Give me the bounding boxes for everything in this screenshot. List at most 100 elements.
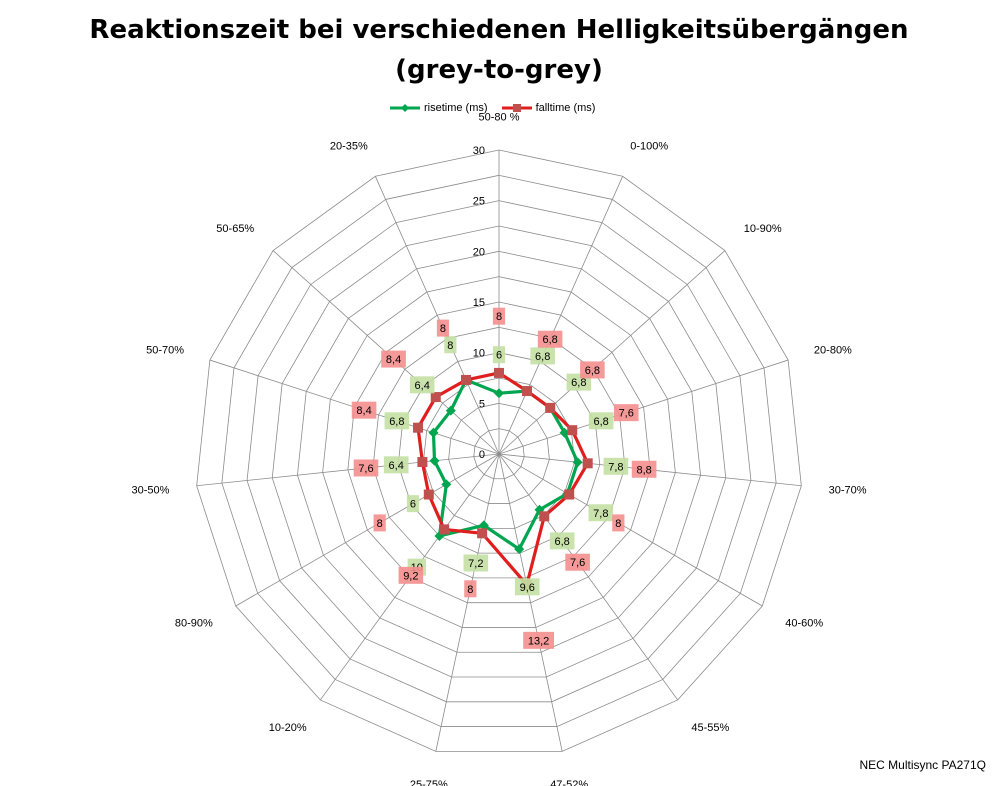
data-label-bg [514, 578, 540, 596]
data-label-bg [444, 336, 457, 354]
category-label: 25-75% [410, 779, 448, 786]
data-label-text: 6,4 [415, 380, 430, 392]
data-label-text: 7,6 [619, 408, 634, 420]
data-label-text: 8 [496, 311, 502, 323]
grid-ring [423, 377, 575, 529]
risetime-data-label: 8 [444, 336, 457, 354]
data-label-text: 8 [447, 340, 453, 352]
tick-label: 5 [479, 398, 485, 410]
grid-spoke [374, 176, 500, 455]
category-label: 80-90% [175, 618, 213, 630]
data-label-bg [588, 412, 614, 430]
grid-spoke [498, 453, 679, 701]
legend-item-falltime: falltime (ms) [501, 102, 595, 114]
legend-falltime-swatch [501, 104, 532, 112]
data-label-bg [492, 346, 506, 364]
data-label-text: 7,6 [570, 557, 585, 569]
data-label-bg [588, 504, 614, 522]
category-labels: 50-80 % 0-100% 10-90% 20-80% 30-70% 40-60% 45-… [131, 112, 866, 786]
falltime-point [522, 386, 533, 397]
data-label-bg [549, 532, 575, 550]
data-label-text: 7,6 [358, 463, 373, 475]
tick-label: 25 [473, 196, 485, 208]
series-layer [413, 367, 593, 590]
risetime-point [559, 427, 570, 438]
risetime-point [494, 388, 504, 399]
falltime-point [413, 422, 424, 433]
falltime-data-label: 8 [464, 580, 477, 598]
risetime-data-label: 6,4 [383, 456, 409, 474]
series-line-falltime [416, 371, 590, 587]
category-label: 50-65% [216, 223, 254, 235]
data-label-text: 8 [440, 323, 446, 335]
category-label: 50-70% [146, 345, 184, 357]
data-label-bg [631, 460, 657, 478]
category-label: 50-80 % [479, 112, 520, 124]
legend-risetime-label: risetime (ms) [424, 102, 488, 114]
category-label: 30-50% [131, 484, 169, 496]
falltime-data-label: 7,6 [353, 459, 379, 477]
category-label: 0-100% [630, 141, 668, 153]
data-label-text: 6,8 [389, 416, 404, 428]
data-label-text: 13,2 [528, 635, 549, 647]
grid-spoke [196, 453, 500, 487]
data-label-text: 6,8 [571, 377, 586, 389]
data-label-bg [406, 495, 420, 513]
falltime-point [545, 402, 556, 413]
falltime-data-label: 8 [492, 307, 506, 325]
category-label: 20-35% [330, 141, 368, 153]
category-label: 45-55% [691, 722, 729, 734]
data-label-text: 8 [467, 584, 473, 596]
grid-ring [322, 276, 676, 628]
falltime-point [423, 489, 434, 500]
data-label-bg [436, 319, 450, 337]
risetime-data-label: 6,8 [549, 532, 575, 550]
risetime-data-label: 9,6 [514, 578, 540, 596]
data-label-bg [464, 580, 477, 598]
grid-ring [221, 174, 777, 727]
data-label-bg [565, 553, 590, 571]
risetime-point [445, 405, 456, 416]
data-label-text: 6 [496, 350, 502, 362]
data-label-text: 8,4 [386, 354, 401, 366]
grid-ring [347, 301, 651, 604]
falltime-point [539, 511, 550, 522]
falltime-data-label: 8 [612, 514, 625, 532]
tick-label: 0 [479, 449, 485, 461]
falltime-data-label: 6,8 [537, 330, 563, 348]
data-label-text: 6,8 [594, 416, 609, 428]
falltime-data-label: 8,4 [381, 350, 406, 368]
falltime-point [439, 524, 450, 535]
risetime-data-label: 6,8 [530, 347, 555, 365]
risetime-point [514, 544, 525, 555]
falltime-data-label: 13,2 [523, 631, 555, 649]
data-label-text: 8,4 [356, 405, 371, 417]
grid-ring [246, 200, 752, 703]
falltime-point [582, 458, 593, 469]
data-label-bg [463, 554, 489, 572]
grid-ring [473, 428, 525, 480]
data-label-text: 6,8 [554, 536, 569, 548]
data-label-text: 6,8 [585, 365, 600, 377]
grid-ring [271, 225, 727, 678]
risetime-data-label: 6 [492, 346, 506, 364]
tick-label: 10 [473, 348, 485, 360]
data-label-bg [580, 361, 605, 379]
data-label-text: 9,2 [403, 570, 418, 582]
falltime-data-label: 6,8 [580, 361, 605, 379]
data-label-bg [373, 514, 386, 532]
data-label-bg [409, 376, 435, 394]
falltime-data-label: 8,8 [631, 460, 657, 478]
grid-ring [297, 250, 701, 653]
risetime-data-label: 6,8 [384, 412, 410, 430]
risetime-data-label: 7,8 [603, 457, 629, 475]
data-label-bg [383, 456, 409, 474]
chart-title-line-1: Reaktionszeit bei verschiedenen Helligke… [89, 15, 909, 45]
category-label: 47-52% [550, 779, 588, 786]
radar-grid [196, 149, 802, 752]
legend-risetime-swatch [390, 104, 420, 112]
risetime-data-label: 7,8 [588, 504, 614, 522]
grid-spoke [235, 453, 500, 607]
series-line-risetime [431, 378, 580, 551]
